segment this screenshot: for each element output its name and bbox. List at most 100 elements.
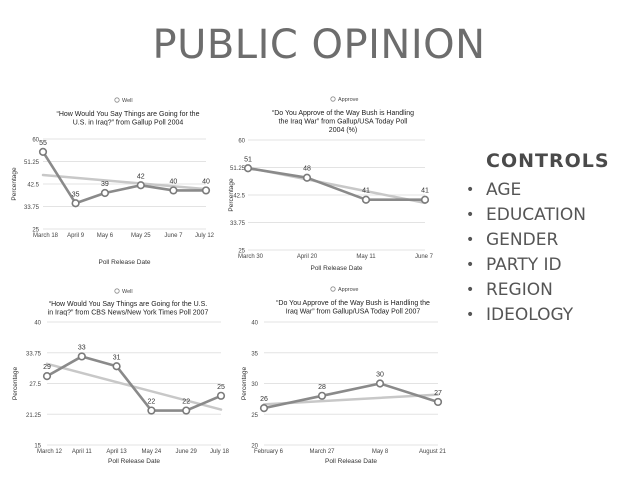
bullet-icon: • xyxy=(466,182,475,198)
slide-title: PUBLIC OPINION xyxy=(152,22,486,68)
data-point xyxy=(147,406,156,415)
data-point xyxy=(169,186,178,195)
data-point xyxy=(420,195,430,204)
controls-list: • AGE • EDUCATION • GENDER • PARTY ID • REGIO… xyxy=(462,178,638,328)
chart-title-line: Iraq War” from Gallup/USA Today Poll 200… xyxy=(286,309,421,316)
data-label: 41 xyxy=(421,188,429,195)
y-axis-label: Percentage xyxy=(12,366,19,400)
data-label: 30 xyxy=(376,372,384,379)
y-tick-label: 33.75 xyxy=(24,205,40,211)
y-tick-label: 21.25 xyxy=(26,413,42,419)
series-line xyxy=(263,382,439,410)
x-axis-label: Poll Release Date xyxy=(108,458,160,465)
y-tick-label: 30 xyxy=(251,382,258,388)
legend-label: Approve xyxy=(338,287,359,293)
legend-marker-icon xyxy=(330,286,336,292)
controls-panel: CONTROLS • AGE • EDUCATION • GENDER • PARTY … xyxy=(462,150,638,328)
data-point xyxy=(112,362,121,371)
data-point xyxy=(433,397,443,407)
y-tick-label: 25 xyxy=(32,228,39,234)
x-tick-label: June 7 xyxy=(164,233,183,239)
chart-title: “Do You Approve of the Way Bush is Handl… xyxy=(272,110,414,134)
data-point xyxy=(136,181,145,190)
controls-item-label: PARTY ID xyxy=(486,255,562,275)
x-tick-label: March 27 xyxy=(309,449,335,455)
data-label: 48 xyxy=(303,166,311,173)
controls-item: • PARTY ID xyxy=(462,253,638,278)
x-tick-label: July 12 xyxy=(195,233,215,239)
data-point xyxy=(375,379,385,388)
controls-item: • IDEOLOGY xyxy=(462,303,638,328)
chart-title-line: “Do You Approve of the Way Bush is Handl… xyxy=(272,110,414,117)
x-tick-label: May 24 xyxy=(142,449,162,455)
legend-label: Approve xyxy=(338,97,359,103)
data-label: 25 xyxy=(217,384,225,391)
data-label: 28 xyxy=(318,384,326,391)
series-line xyxy=(41,151,206,205)
bullet-icon: • xyxy=(466,307,475,323)
data-point xyxy=(361,195,371,204)
y-tick-label: 40 xyxy=(34,321,41,327)
x-tick-label: April 11 xyxy=(72,449,93,455)
data-label: 42 xyxy=(137,173,145,180)
data-label: 22 xyxy=(182,399,190,406)
y-tick-label: 51.25 xyxy=(230,166,246,172)
chart-title-line: the Iraq War” from Gallup/USA Today Poll xyxy=(279,119,408,126)
x-tick-label: March 12 xyxy=(37,449,63,455)
data-label: 55 xyxy=(39,140,47,147)
x-tick-label: February 6 xyxy=(254,449,284,455)
bullet-icon: • xyxy=(466,282,475,298)
y-tick-label: 42.5 xyxy=(27,183,39,189)
legend-marker-icon xyxy=(330,96,336,102)
data-label: 29 xyxy=(43,364,51,371)
trend-line xyxy=(41,173,208,191)
data-label: 27 xyxy=(434,390,442,397)
chart-title-line: “How Would You Say Things are Going for … xyxy=(57,111,200,118)
data-label: 40 xyxy=(170,178,178,185)
y-tick-label: 60 xyxy=(238,139,245,145)
y-axis-label: Percentage xyxy=(11,167,18,201)
bullet-icon: • xyxy=(466,207,475,223)
data-label: 39 xyxy=(101,181,109,188)
legend-label: Well xyxy=(122,98,133,104)
data-label: 31 xyxy=(113,354,121,361)
chart-title-line: in Iraq?” from CBS News/New York Times P… xyxy=(48,310,209,317)
y-tick-label: 27.5 xyxy=(29,382,41,388)
y-tick-label: 42.5 xyxy=(233,194,245,200)
data-point xyxy=(259,404,269,413)
data-point xyxy=(71,199,80,208)
controls-item: • GENDER xyxy=(462,228,638,253)
data-point xyxy=(38,147,48,156)
controls-heading: CONTROLS xyxy=(486,150,610,172)
chart-title: “Do You Approve of the Way Bush is Handl… xyxy=(276,300,430,316)
x-axis-label: Poll Release Date xyxy=(325,458,377,465)
x-axis-label: Poll Release Date xyxy=(310,265,362,272)
bullet-icon: • xyxy=(466,232,475,248)
y-tick-label: 20 xyxy=(251,444,258,450)
x-tick-label: May 25 xyxy=(131,233,151,239)
x-tick-label: March 30 xyxy=(238,254,264,260)
legend-marker-icon xyxy=(114,288,120,294)
controls-item: • AGE xyxy=(462,178,638,203)
y-tick-label: 60 xyxy=(32,138,39,144)
chart-title-line: “How Would You Say Things are Going for … xyxy=(49,301,208,308)
data-label: 40 xyxy=(202,178,210,185)
x-tick-label: April 9 xyxy=(67,233,85,239)
chart-title-line: U.S. in Iraq?” from Gallup Poll 2004 xyxy=(73,120,184,127)
data-label: 51 xyxy=(244,156,252,163)
chart-title: “How Would You Say Things are Going for … xyxy=(57,111,200,127)
series-line xyxy=(46,355,222,412)
x-tick-label: June 7 xyxy=(415,254,434,260)
controls-item-label: IDEOLOGY xyxy=(486,305,574,325)
y-axis-label: Percentage xyxy=(241,366,248,400)
y-tick-label: 35 xyxy=(251,351,258,357)
controls-item: • EDUCATION xyxy=(462,203,638,228)
series-line xyxy=(247,167,425,202)
y-tick-label: 40 xyxy=(251,321,258,327)
data-point xyxy=(243,164,253,173)
data-label: 33 xyxy=(78,344,86,351)
data-point xyxy=(42,372,52,381)
